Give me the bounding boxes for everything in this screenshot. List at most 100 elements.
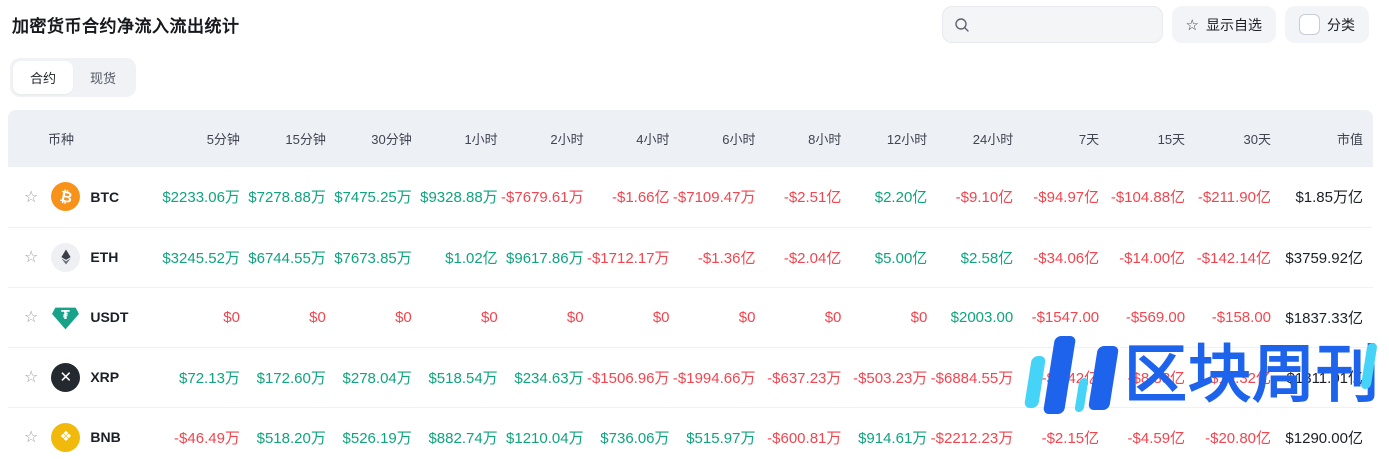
favorite-star-icon[interactable]: ☆ bbox=[24, 309, 39, 326]
coin-cell: ☆ ❖ BNB bbox=[8, 407, 156, 459]
xrp-icon: ✕ bbox=[51, 362, 81, 392]
column-header-1[interactable]: 5分钟 bbox=[156, 110, 242, 167]
column-header-9[interactable]: 12小时 bbox=[843, 110, 930, 167]
netflow-value: $0 bbox=[241, 287, 328, 348]
netflow-value: $0 bbox=[156, 287, 242, 348]
netflow-value: -$2.04亿 bbox=[757, 227, 844, 288]
netflow-value: -$2.15亿 bbox=[1041, 429, 1100, 447]
netflow-value: -$19.32亿 bbox=[1187, 347, 1273, 408]
search-input[interactable] bbox=[977, 17, 1151, 32]
netflow-value: -$1506.96万 bbox=[585, 347, 672, 408]
netflow-value: -$1.36亿 bbox=[671, 227, 758, 288]
netflow-value: -$4.59亿 bbox=[1127, 429, 1186, 447]
table-row-usdt[interactable]: ☆ ₮ USDT $0 $0 $0 $0 $0 $0 $0 $0 $0 $2003.00 -$1547.0… bbox=[8, 287, 1373, 348]
tab-spot[interactable]: 现货 bbox=[90, 71, 117, 86]
tab-contract[interactable]: 合约 bbox=[13, 61, 74, 94]
netflow-table-wrap: 币种 5分钟 15分钟 30分钟 1小时 2小时 4小时 6小时 8小时 12小时 24小时 7天 15… bbox=[8, 110, 1373, 459]
column-header-3[interactable]: 30分钟 bbox=[327, 110, 414, 167]
netflow-value: $278.04万 bbox=[327, 347, 414, 408]
netflow-value: -$600.81万 bbox=[767, 429, 842, 447]
btc-icon: ₿ bbox=[51, 182, 81, 212]
category-button[interactable]: 分类 bbox=[1285, 6, 1369, 43]
market-cap-value: $3759.92亿 bbox=[1273, 227, 1373, 288]
netflow-value: $914.61万 bbox=[858, 429, 928, 447]
column-header-0[interactable]: 币种 bbox=[8, 110, 156, 167]
netflow-value: -$8.88亿 bbox=[1101, 347, 1188, 408]
svg-text:₮: ₮ bbox=[62, 307, 71, 322]
netflow-value: $3245.52万 bbox=[156, 227, 242, 288]
search-box[interactable] bbox=[941, 6, 1163, 43]
netflow-value: -$142.14亿 bbox=[1187, 227, 1273, 288]
top-controls: ☆ 显示自选 分类 bbox=[941, 6, 1369, 43]
category-checkbox[interactable] bbox=[1299, 14, 1320, 35]
netflow-value: -$1994.66万 bbox=[671, 347, 758, 408]
table-row-eth[interactable]: ☆ ETH $3245.52万 $6744.55万 $7673.85万 $1.02亿 $96… bbox=[8, 227, 1373, 288]
netflow-value: -$1.66亿 bbox=[585, 167, 672, 228]
netflow-value: -$211.90亿 bbox=[1187, 167, 1273, 228]
usdt-icon: ₮ bbox=[51, 303, 80, 332]
favorite-star-icon[interactable]: ☆ bbox=[24, 249, 39, 266]
coin-cell: ☆ ₿ BTC bbox=[8, 167, 156, 228]
netflow-value: -$14.00亿 bbox=[1101, 227, 1188, 288]
netflow-value: -$34.06亿 bbox=[1015, 227, 1102, 288]
netflow-value: $9328.88万 bbox=[413, 167, 500, 228]
netflow-value: $234.63万 bbox=[499, 347, 586, 408]
netflow-value: $7475.25万 bbox=[327, 167, 414, 228]
netflow-value: -$7109.47万 bbox=[671, 167, 758, 228]
column-header-14[interactable]: 市值 bbox=[1273, 110, 1373, 167]
netflow-value: $2233.06万 bbox=[156, 167, 242, 228]
coin-symbol: BTC bbox=[90, 188, 120, 205]
netflow-value: $0 bbox=[757, 287, 844, 348]
favorite-star-icon[interactable]: ☆ bbox=[24, 369, 39, 386]
netflow-value: $0 bbox=[327, 287, 414, 348]
netflow-value: -$7679.61万 bbox=[499, 167, 586, 228]
coin-cell: ☆ ₮ USDT bbox=[8, 287, 156, 348]
netflow-value: -$1712.17万 bbox=[585, 227, 672, 288]
netflow-value: $1210.04万 bbox=[506, 429, 584, 447]
market-cap-value: $1311.01亿 bbox=[1273, 347, 1373, 408]
netflow-value: $2.20亿 bbox=[843, 167, 930, 228]
table-row-xrp[interactable]: ☆ ✕ XRP $72.13万 $172.60万 $278.04万 $518.54万 $234… bbox=[8, 347, 1373, 408]
column-header-13[interactable]: 30天 bbox=[1187, 110, 1273, 167]
column-header-8[interactable]: 8小时 bbox=[757, 110, 844, 167]
column-header-4[interactable]: 1小时 bbox=[413, 110, 500, 167]
show-watchlist-button[interactable]: ☆ 显示自选 bbox=[1171, 6, 1276, 43]
netflow-value: -$569.00 bbox=[1101, 287, 1188, 348]
netflow-value: -$2.51亿 bbox=[757, 167, 844, 228]
netflow-value: -$6.42亿 bbox=[1015, 347, 1102, 408]
favorite-star-icon[interactable]: ☆ bbox=[24, 188, 39, 206]
favorite-star-icon[interactable]: ☆ bbox=[24, 429, 39, 447]
category-label: 分类 bbox=[1327, 16, 1355, 33]
coin-cell: ☆ ✕ XRP bbox=[8, 347, 156, 408]
netflow-value: -$46.49万 bbox=[174, 429, 240, 447]
show-watchlist-label: 显示自选 bbox=[1206, 16, 1262, 33]
column-header-10[interactable]: 24小时 bbox=[929, 110, 1016, 167]
coin-symbol: BNB bbox=[90, 429, 121, 446]
netflow-value: $7673.85万 bbox=[327, 227, 414, 288]
netflow-value: -$9.10亿 bbox=[929, 167, 1016, 228]
netflow-value: -$503.23万 bbox=[843, 347, 930, 408]
column-header-2[interactable]: 15分钟 bbox=[241, 110, 328, 167]
coin-symbol: ETH bbox=[90, 249, 119, 265]
netflow-value: -$637.23万 bbox=[757, 347, 844, 408]
netflow-value: -$2212.23万 bbox=[930, 429, 1014, 447]
netflow-value: $526.19万 bbox=[342, 429, 412, 447]
netflow-value: $0 bbox=[413, 287, 500, 348]
netflow-value: -$94.97亿 bbox=[1015, 167, 1102, 228]
table-row-bnb[interactable]: ☆ ❖ BNB -$46.49万 $518.20万 $526.19万 $882.74万 $12… bbox=[8, 407, 1373, 459]
column-header-12[interactable]: 15天 bbox=[1101, 110, 1188, 167]
netflow-value: $6744.55万 bbox=[241, 227, 328, 288]
netflow-value: $515.97万 bbox=[686, 429, 756, 447]
column-header-7[interactable]: 6小时 bbox=[671, 110, 758, 167]
netflow-value: $0 bbox=[499, 287, 586, 348]
table-row-btc[interactable]: ☆ ₿ BTC $2233.06万 $7278.88万 $7475.25万 $9328.88… bbox=[8, 167, 1373, 228]
netflow-value: $72.13万 bbox=[156, 347, 242, 408]
column-header-6[interactable]: 4小时 bbox=[585, 110, 672, 167]
market-type-tabs: 合约 现货 bbox=[10, 58, 137, 97]
column-header-5[interactable]: 2小时 bbox=[499, 110, 586, 167]
market-cap-value: $1290.00亿 bbox=[1285, 429, 1363, 447]
column-header-11[interactable]: 7天 bbox=[1015, 110, 1102, 167]
netflow-value: $9617.86万 bbox=[499, 227, 586, 288]
table-body: ☆ ₿ BTC $2233.06万 $7278.88万 $7475.25万 $9328.88… bbox=[8, 167, 1373, 459]
netflow-value: $736.06万 bbox=[600, 429, 670, 447]
